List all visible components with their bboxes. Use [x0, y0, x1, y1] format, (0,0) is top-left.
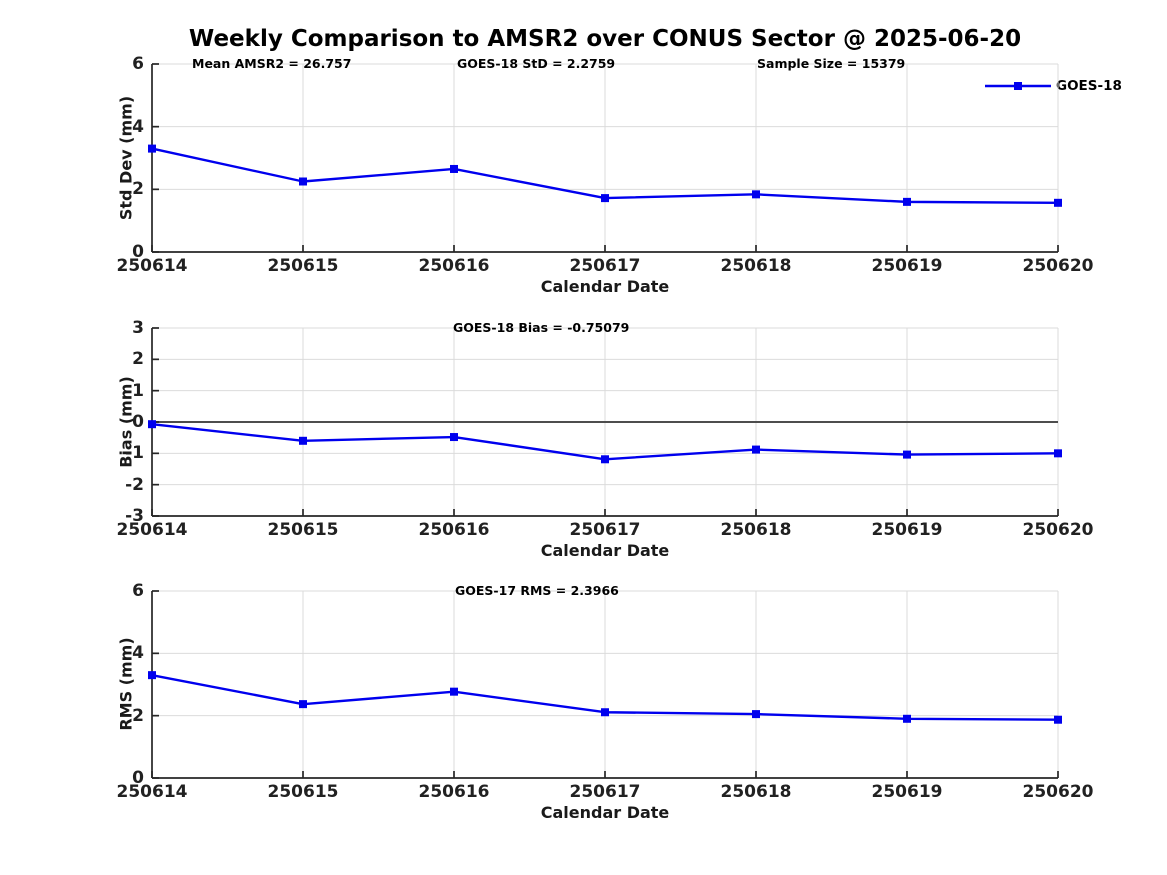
x-tick-label: 250617	[569, 256, 641, 276]
y-tick-label: 4	[132, 116, 144, 137]
data-point-marker	[1054, 715, 1062, 724]
data-point-marker	[450, 687, 458, 696]
y-tick-label: 2	[132, 705, 144, 726]
annotation-text: Sample Size = 15379	[757, 56, 906, 71]
data-point-marker	[299, 177, 307, 186]
x-tick-label: 250617	[569, 782, 641, 802]
x-tick-label: 250616	[418, 520, 490, 540]
x-tick-label: 250616	[418, 782, 490, 802]
data-point-marker	[148, 420, 156, 429]
annotation-text: Mean AMSR2 = 26.757	[192, 56, 352, 71]
y-tick-label: 2	[132, 349, 144, 370]
annotation-text: GOES-18 StD = 2.2759	[457, 56, 616, 71]
data-point-marker	[601, 708, 609, 717]
data-point-marker	[601, 194, 609, 203]
y-tick-label: 6	[132, 54, 144, 74]
y-tick-label: 6	[132, 581, 144, 601]
x-tick-label: 250620	[1022, 256, 1094, 276]
x-tick-label: 250614	[116, 256, 188, 276]
x-tick-label: 250616	[418, 256, 490, 276]
data-point-marker	[148, 671, 156, 680]
data-point-marker	[450, 433, 458, 442]
data-point-marker	[903, 714, 911, 723]
y-tick-label: 1	[132, 380, 144, 401]
x-tick-label: 250618	[720, 782, 792, 802]
data-point-marker	[1054, 198, 1062, 207]
y-tick-label: -3	[125, 506, 144, 526]
x-tick-label: 250619	[871, 782, 943, 802]
data-point-marker	[450, 164, 458, 173]
x-tick-label: 250620	[1022, 520, 1094, 540]
x-tick-label: 250618	[720, 256, 792, 276]
plot-area-1	[148, 327, 1062, 517]
data-point-marker	[299, 436, 307, 445]
x-tick-label: 250614	[116, 520, 188, 540]
data-point-marker	[752, 445, 760, 454]
data-point-marker	[903, 197, 911, 206]
data-point-marker	[1054, 449, 1062, 458]
y-tick-label: -1	[125, 443, 144, 464]
x-tick-label: 250615	[267, 256, 339, 276]
chart-title: Weekly Comparison to AMSR2 over CONUS Se…	[188, 26, 1022, 52]
y-tick-label: 0	[132, 768, 144, 788]
x-tick-label: 250615	[267, 520, 339, 540]
data-point-marker	[601, 455, 609, 464]
y-tick-label: 3	[132, 318, 144, 338]
y-tick-label: 0	[132, 242, 144, 262]
x-tick-label: 250619	[871, 520, 943, 540]
plot-area-0	[148, 63, 1062, 253]
x-axis-label-stddev: Calendar Date	[540, 277, 670, 296]
x-axis-label-rms: Calendar Date	[540, 803, 670, 822]
x-tick-label: 250620	[1022, 782, 1094, 802]
x-tick-label: 250615	[267, 782, 339, 802]
y-tick-label: 4	[132, 643, 144, 664]
x-tick-label: 250618	[720, 520, 792, 540]
data-point-marker	[752, 710, 760, 719]
data-point-marker	[148, 144, 156, 153]
y-tick-label: 0	[132, 412, 144, 432]
x-axis-label-bias: Calendar Date	[540, 541, 670, 560]
data-point-marker	[299, 700, 307, 709]
data-point-marker	[903, 450, 911, 459]
x-tick-label: 250617	[569, 520, 641, 540]
annotation-text: GOES-17 RMS = 2.3966	[455, 583, 619, 598]
annotation-text: GOES-18 Bias = -0.75079	[453, 320, 630, 335]
plot-area-2	[148, 590, 1062, 779]
legend-label: GOES-18	[1056, 78, 1122, 94]
y-tick-label: -2	[125, 474, 144, 495]
legend-line-sample	[985, 82, 1051, 90]
legend: GOES-18	[985, 78, 1122, 94]
x-tick-label: 250619	[871, 256, 943, 276]
x-tick-label: 250614	[116, 782, 188, 802]
y-axis-label-stddev: Std Dev (mm)	[116, 95, 136, 221]
data-point-marker	[752, 190, 760, 199]
y-tick-label: 2	[132, 179, 144, 200]
